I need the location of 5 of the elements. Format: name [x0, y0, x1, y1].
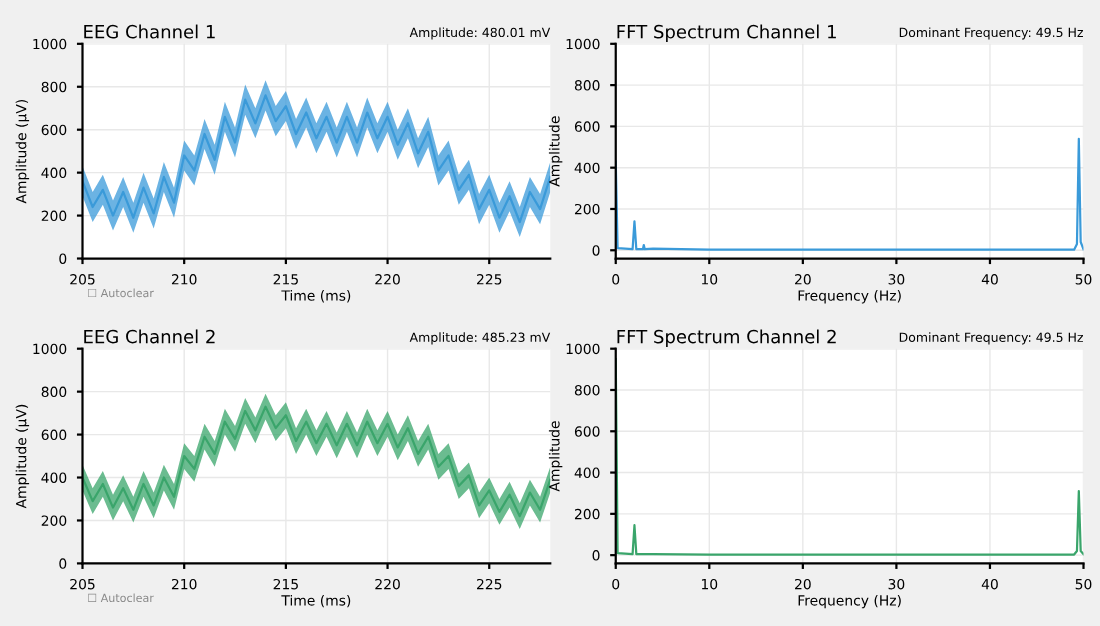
chart-title: EEG Channel 1: [84, 24, 215, 39]
line-series: [615, 137, 1084, 251]
chart-title: FFT Spectrum Channel 1: [617, 24, 836, 43]
chart-title: EEG Channel 2: [84, 329, 215, 344]
chart-title: FFT Spectrum Channel 2: [617, 329, 836, 347]
